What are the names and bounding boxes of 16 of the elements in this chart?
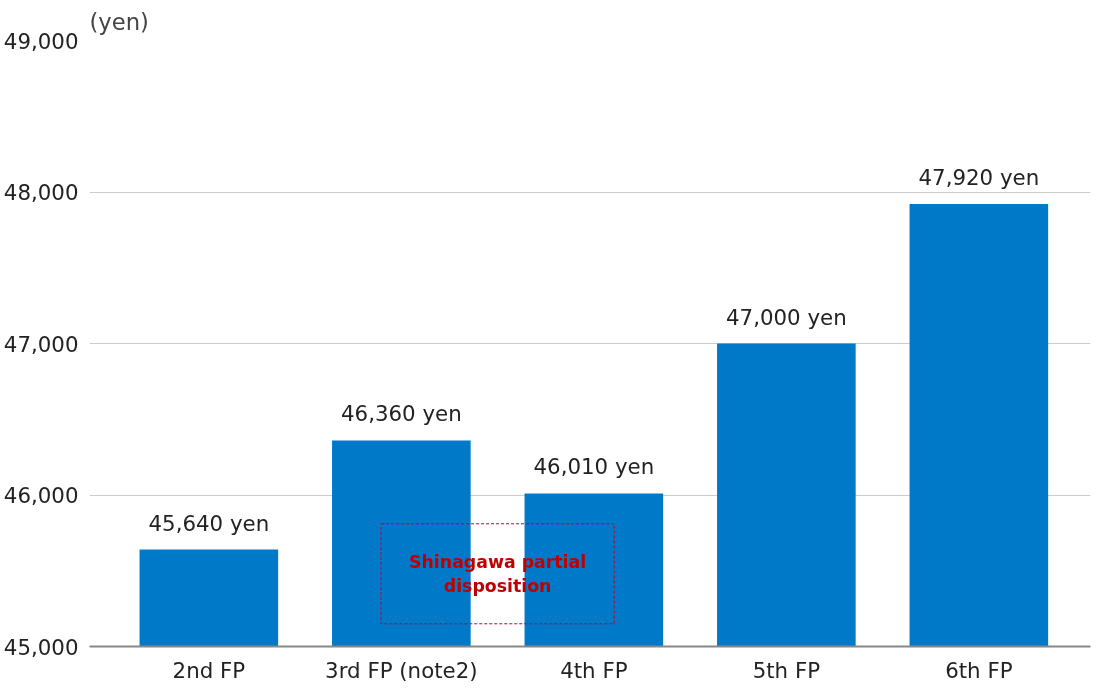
- y-tick-label: 49,000: [3, 28, 79, 54]
- data-label: 47,920 yen: [918, 165, 1040, 191]
- y-tick-label: 48,000: [3, 180, 79, 205]
- y-tick-label: 45,000: [3, 634, 79, 660]
- data-label: 47,000 yen: [726, 304, 847, 330]
- y-tick-label: 46,000: [3, 483, 79, 508]
- x-tick-label: 6th FP: [945, 657, 1013, 683]
- y-tick-label: 47,000: [3, 331, 79, 357]
- x-tick-label: 5th FP: [752, 657, 821, 683]
- x-tick-label: 3rd FP (note2): [325, 657, 478, 683]
- data-label: 45,640 yen: [148, 510, 270, 536]
- y-axis-title: (yen): [89, 8, 149, 35]
- data-label: 46,010 yen: [533, 454, 655, 480]
- data-label: 46,360 yen: [341, 401, 462, 427]
- x-tick-label: 2nd FP: [172, 657, 246, 683]
- x-tick-label: 4th FP: [560, 657, 628, 683]
